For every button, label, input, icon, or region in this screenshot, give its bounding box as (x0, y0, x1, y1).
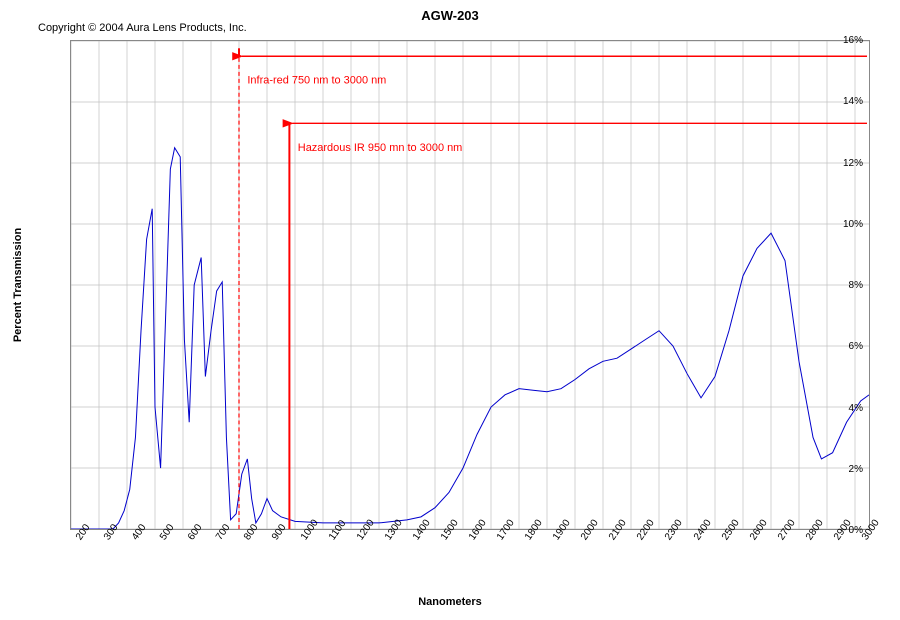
chart-title: AGW-203 (0, 8, 900, 23)
y-tick-label: 8% (823, 281, 863, 291)
chart-container: AGW-203 Copyright © 2004 Aura Lens Produ… (0, 0, 900, 620)
y-axis-title: Percent Transmission (12, 228, 24, 342)
copyright-text: Copyright © 2004 Aura Lens Products, Inc… (38, 22, 247, 34)
y-tick-label: 14% (823, 97, 863, 107)
y-tick-label: 2% (823, 465, 863, 475)
y-tick-label: 12% (823, 159, 863, 169)
y-tick-label: 6% (823, 342, 863, 352)
annotation-label: Hazardous IR 950 mn to 3000 nm (298, 142, 463, 154)
y-tick-label: 16% (823, 36, 863, 46)
y-tick-label: 10% (823, 220, 863, 230)
plot-svg: Infra-red 750 nm to 3000 nm Hazardous IR … (71, 41, 869, 529)
y-tick-label: 4% (823, 404, 863, 414)
annotation-label: Infra-red 750 nm to 3000 nm (247, 75, 386, 87)
plot-area: Infra-red 750 nm to 3000 nm Hazardous IR … (70, 40, 870, 530)
x-axis-title: Nanometers (0, 596, 900, 608)
